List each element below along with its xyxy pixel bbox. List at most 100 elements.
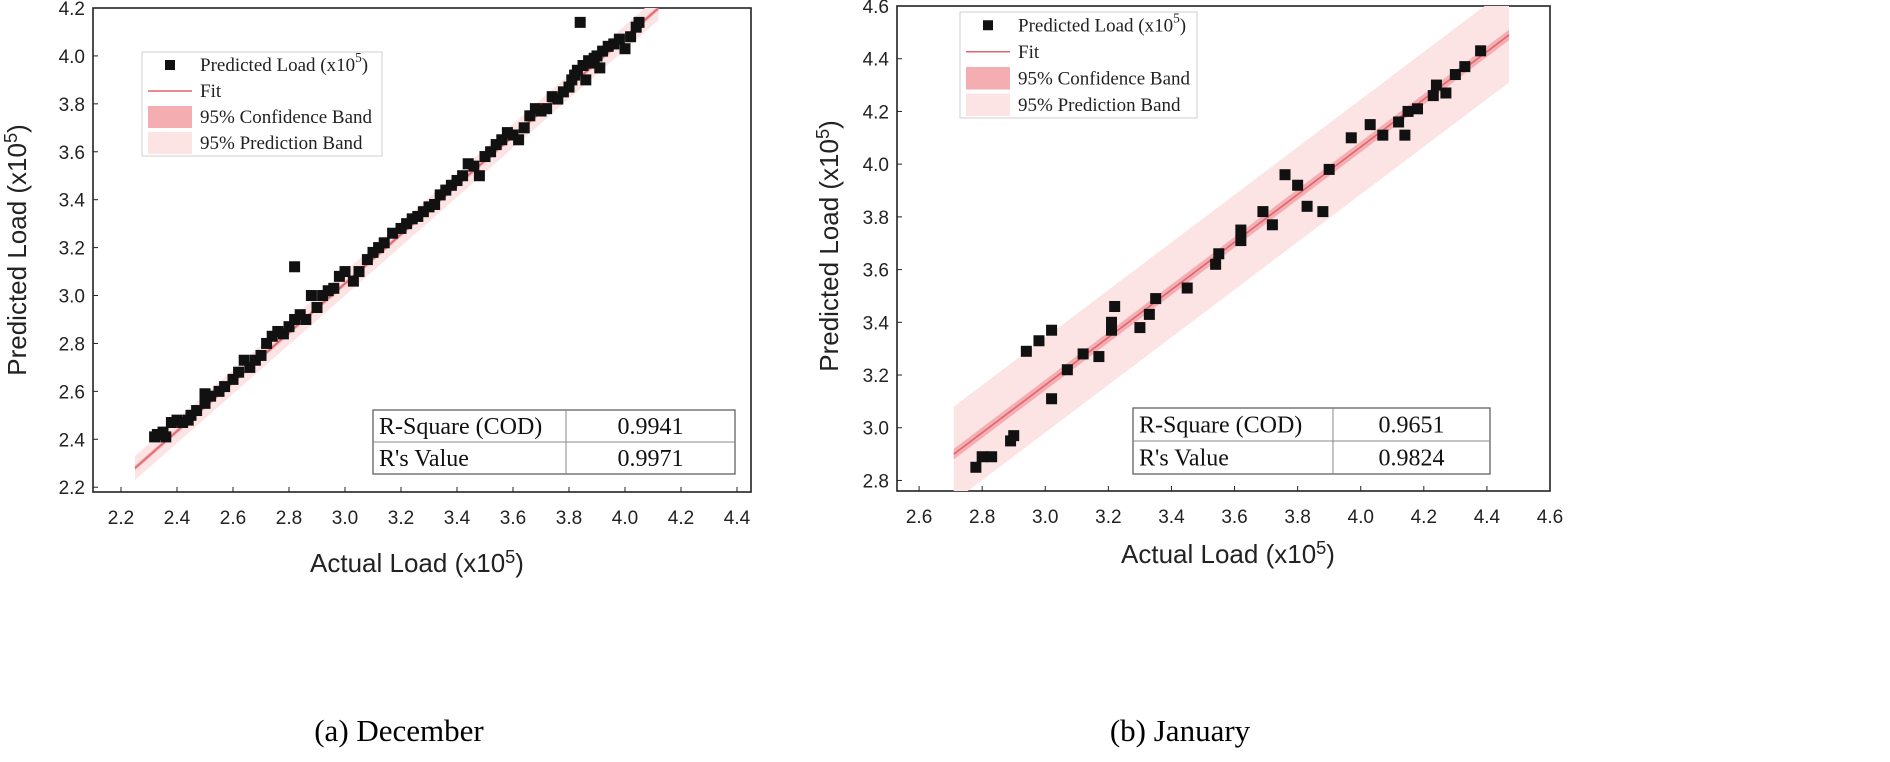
legend-label-marker-prefix: Predicted Load (x10 xyxy=(200,55,355,76)
data-point xyxy=(255,349,267,361)
data-point xyxy=(1345,132,1357,144)
data-point xyxy=(613,33,625,45)
stat-label: R's Value xyxy=(379,446,469,472)
y-tick-label: 3.8 xyxy=(59,95,85,116)
stat-value: 0.9824 xyxy=(1379,446,1445,472)
y-tick-label: 2.8 xyxy=(59,334,85,355)
x-axis-title-prefix: Actual Load (x10 xyxy=(310,548,505,578)
data-point xyxy=(423,201,435,213)
data-point xyxy=(412,210,424,222)
x-tick-label: 2.6 xyxy=(906,507,932,528)
data-point xyxy=(266,330,278,342)
data-point xyxy=(406,213,418,225)
data-point xyxy=(563,81,575,93)
data-point xyxy=(1266,219,1278,231)
data-point xyxy=(479,151,491,163)
data-point xyxy=(507,129,519,141)
data-point xyxy=(976,451,988,463)
x-tick-label: 3.4 xyxy=(444,508,471,529)
axes: 2.6 2.8 3.0 3.2 3.4 3.6 3.8 4.0 4.2 4.4 4.6 2.8 3.0 3… xyxy=(863,0,1564,528)
x-tick-label: 3.6 xyxy=(500,508,526,529)
data-point xyxy=(165,417,177,429)
legend-confidence-symbol xyxy=(966,67,1010,90)
data-point xyxy=(238,354,250,366)
data-point xyxy=(1210,258,1222,270)
data-point xyxy=(1106,324,1118,336)
data-point xyxy=(213,385,225,397)
x-tick-label: 3.8 xyxy=(1284,507,1310,528)
data-point xyxy=(1134,322,1146,334)
y-tick-label: 4.2 xyxy=(59,0,85,20)
data-point xyxy=(311,302,323,314)
x-tick-label: 4.0 xyxy=(1348,507,1374,528)
x-axis-title-sup: 5 xyxy=(505,547,515,567)
stat-label: R-Square (COD) xyxy=(1139,413,1302,439)
figure-caption: (b) January xyxy=(1110,713,1251,748)
data-point xyxy=(361,254,373,266)
data-point xyxy=(185,409,197,421)
x-tick-label: 4.0 xyxy=(612,508,638,529)
y-tick-label: 4.2 xyxy=(863,102,889,123)
legend-label-marker-suffix: ) xyxy=(1180,15,1186,36)
data-point xyxy=(378,237,390,249)
data-point xyxy=(219,381,231,393)
y-tick-label: 3.4 xyxy=(59,191,86,212)
data-point xyxy=(373,242,385,254)
data-point xyxy=(541,103,553,115)
data-point xyxy=(401,218,413,230)
data-point xyxy=(191,405,203,417)
data-point xyxy=(468,160,480,172)
legend-label-marker-suffix: ) xyxy=(362,55,368,76)
legend-label-line: Fit xyxy=(1018,42,1040,63)
data-point xyxy=(1235,235,1247,247)
stat-label: R-Square (COD) xyxy=(379,414,542,440)
data-point xyxy=(261,337,273,349)
legend-label-conf: 95% Confidence Band xyxy=(200,107,373,128)
data-point xyxy=(1213,248,1225,260)
data-point xyxy=(1257,206,1269,218)
data-point xyxy=(625,31,637,43)
data-point xyxy=(205,390,217,402)
data-point xyxy=(1364,119,1376,131)
data-point xyxy=(1093,351,1105,363)
y-axis-title-suffix: ) xyxy=(814,120,844,129)
data-point xyxy=(535,105,547,117)
data-point xyxy=(1046,324,1058,336)
y-tick-label: 3.6 xyxy=(59,143,85,164)
chart-january: 2.6 2.8 3.0 3.2 3.4 3.6 3.8 4.0 4.2 4.4 4.6 2.8 3.0 3… xyxy=(813,0,1563,748)
axes: 2.2 2.4 2.6 2.8 3.0 3.2 3.4 3.6 3.8 4.0 4.2 4.4 2.2 2… xyxy=(59,0,751,529)
x-tick-label: 3.0 xyxy=(332,508,358,529)
y-tick-label: 4.6 xyxy=(863,0,889,18)
x-tick-label: 3.4 xyxy=(1158,507,1185,528)
legend: Predicted Load (x105) Fit 95% Confidence B… xyxy=(959,10,1198,119)
x-axis-title-prefix: Actual Load (x10 xyxy=(1121,539,1316,569)
y-axis-title-sup: 5 xyxy=(813,129,833,139)
data-point xyxy=(546,91,558,103)
y-tick-label: 2.8 xyxy=(863,471,889,492)
data-point xyxy=(970,461,982,473)
data-point xyxy=(591,50,603,62)
data-point xyxy=(619,43,631,55)
data-point xyxy=(1106,316,1118,328)
y-tick-label: 3.2 xyxy=(863,366,889,387)
data-point xyxy=(597,45,609,57)
data-point xyxy=(160,431,172,443)
x-tick-label: 3.8 xyxy=(556,508,582,529)
data-point xyxy=(1061,364,1073,376)
data-point xyxy=(445,179,457,191)
data-point xyxy=(289,261,301,273)
x-tick-label: 4.4 xyxy=(1474,507,1501,528)
x-axis-title-suffix: ) xyxy=(1326,539,1335,569)
data-point xyxy=(339,266,351,278)
stats-table: R-Square (COD) 0.9651 R's Value 0.9824 xyxy=(1132,407,1491,475)
legend-label-line: Fit xyxy=(200,81,222,102)
data-point xyxy=(317,290,329,302)
legend-label-conf: 95% Confidence Band xyxy=(1018,68,1191,89)
data-point xyxy=(387,227,399,239)
y-tick-label: 2.4 xyxy=(59,430,86,451)
data-point xyxy=(353,266,365,278)
x-axis-title: Actual Load (x105) xyxy=(310,547,524,578)
data-point xyxy=(1181,282,1193,294)
data-point xyxy=(1033,335,1045,347)
stat-label: R's Value xyxy=(1139,446,1229,472)
